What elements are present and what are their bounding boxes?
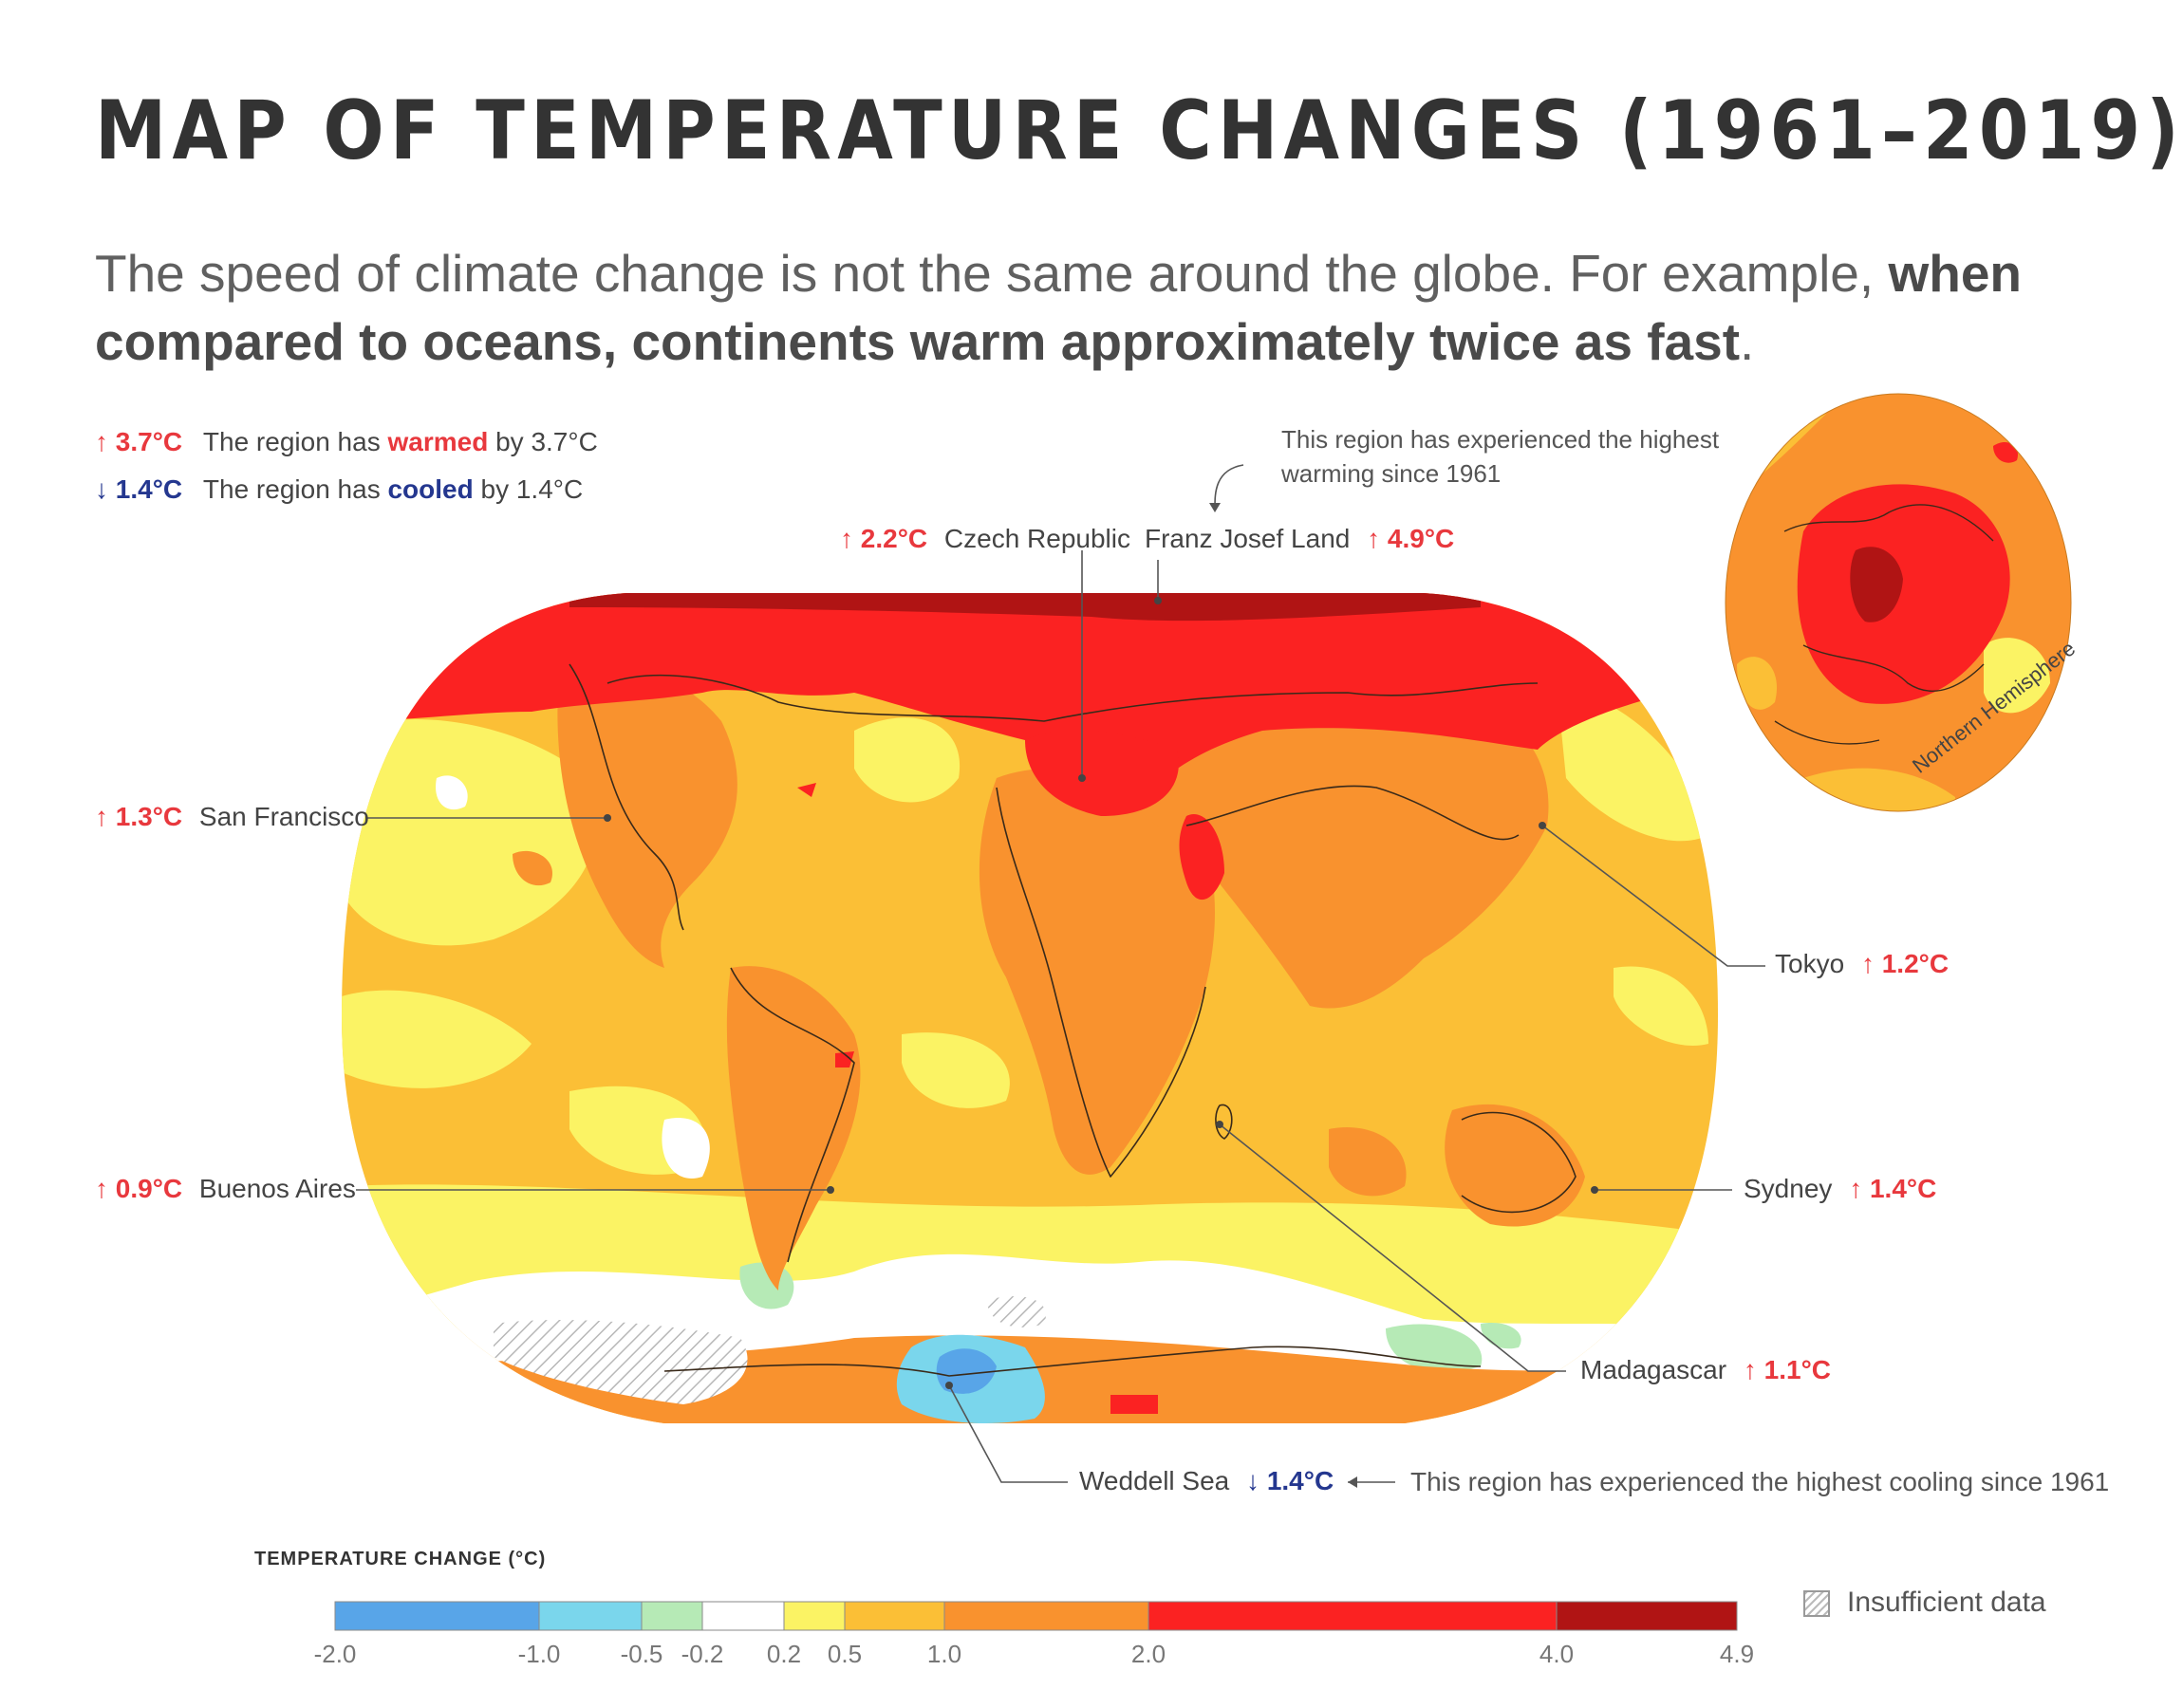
value-buenos-aires: ↑ 0.9°C xyxy=(95,1174,183,1203)
legend-cool-word: cooled xyxy=(387,474,474,504)
scale-bin-3 xyxy=(701,1601,785,1631)
scale-tick-7: 2.0 xyxy=(1130,1640,1166,1668)
scale-tick-9: 4.9 xyxy=(1719,1640,1755,1668)
location-dots xyxy=(604,597,1598,1389)
scale-bin-8 xyxy=(1556,1601,1738,1631)
value-san-francisco: ↑ 1.3°C xyxy=(95,802,183,831)
subtitle-end: . xyxy=(1740,312,1755,371)
northern-hemisphere-globe xyxy=(1726,394,2071,811)
leader-arrowheads xyxy=(1209,503,1357,1488)
legend-cool-text: The region has xyxy=(202,474,388,504)
note-highest-cooling: This region has experienced the highest … xyxy=(1410,1467,2110,1496)
globe-outline xyxy=(1725,393,2072,812)
value-franz-josef-land: ↑ 4.9°C xyxy=(1367,524,1455,553)
scale-bin-5 xyxy=(844,1601,945,1631)
name-san-francisco: San Francisco xyxy=(198,802,369,831)
subtitle: The speed of climate change is not the s… xyxy=(95,239,2107,376)
scale-bin-0 xyxy=(334,1601,540,1631)
scale-tick-3: -0.2 xyxy=(681,1640,724,1668)
insufficient-data-legend: Insufficient data xyxy=(1803,1587,2046,1619)
legend-warm-text: The region has xyxy=(202,427,388,456)
note-highest-warming: This region has experienced the highest … xyxy=(1281,425,1720,488)
scale-tick-0: -2.0 xyxy=(313,1640,357,1668)
scale-bin-4 xyxy=(783,1601,846,1631)
scale-bin-2 xyxy=(641,1601,703,1631)
label-san-francisco: ↑ 1.3°C San Francisco xyxy=(95,802,369,832)
value-weddell-sea: ↓ 1.4°C xyxy=(1246,1466,1334,1495)
legend-cool-value: ↓ 1.4°C xyxy=(95,474,183,504)
subtitle-emphasis: when compared to oceans, continents warm… xyxy=(95,244,2023,371)
label-buenos-aires: ↑ 0.9°C Buenos Aires xyxy=(95,1174,356,1204)
legend-warm: ↑ 3.7°C The region has warmed by 3.7°C xyxy=(95,427,598,457)
label-franz-josef-land: Franz Josef Land ↑ 4.9°C xyxy=(1145,524,1454,554)
legend-cool: ↓ 1.4°C The region has cooled by 1.4°C xyxy=(95,474,583,505)
name-czech-republic: Czech Republic xyxy=(943,524,1131,553)
name-sydney: Sydney xyxy=(1744,1174,1833,1203)
scale-tick-6: 1.0 xyxy=(926,1640,962,1668)
label-tokyo: Tokyo ↑ 1.2°C xyxy=(1775,949,1949,979)
name-weddell-sea: Weddell Sea xyxy=(1079,1466,1230,1495)
scale-bin-1 xyxy=(538,1601,643,1631)
name-madagascar: Madagascar xyxy=(1580,1355,1727,1384)
label-madagascar: Madagascar ↑ 1.1°C xyxy=(1580,1355,1831,1385)
label-sydney: Sydney ↑ 1.4°C xyxy=(1744,1174,1936,1204)
scale-title: TEMPERATURE CHANGE (°C) xyxy=(254,1549,547,1569)
page-title: MAP OF TEMPERATURE CHANGES (1961–2019) xyxy=(95,84,2183,178)
hatch-swatch-icon xyxy=(1803,1590,1830,1618)
scale-tick-labels: -2.0 -1.0 -0.5 -0.2 0.2 0.5 1.0 2.0 4.0 4.9 xyxy=(0,1640,2183,1678)
color-scale-bar xyxy=(334,1601,1738,1631)
scale-bin-6 xyxy=(943,1601,1149,1631)
legend-warm-value: ↑ 3.7°C xyxy=(95,427,183,456)
scale-tick-5: 0.5 xyxy=(827,1640,863,1668)
label-weddell-sea: Weddell Sea ↓ 1.4°C xyxy=(1079,1466,1334,1496)
name-franz-josef-land: Franz Josef Land xyxy=(1145,524,1351,553)
insufficient-data-label: Insufficient data xyxy=(1847,1587,2046,1618)
subtitle-intro: The speed of climate change is not the s… xyxy=(95,244,1889,303)
value-sydney: ↑ 1.4°C xyxy=(1849,1174,1937,1203)
scale-tick-1: -1.0 xyxy=(517,1640,561,1668)
value-madagascar: ↑ 1.1°C xyxy=(1743,1355,1831,1384)
world-map xyxy=(342,593,1718,1423)
name-buenos-aires: Buenos Aires xyxy=(198,1174,356,1203)
legend-cool-tail: by 1.4°C xyxy=(473,474,584,504)
value-tokyo: ↑ 1.2°C xyxy=(1860,949,1950,978)
legend-warm-tail: by 3.7°C xyxy=(488,427,598,456)
label-czech-republic: ↑ 2.2°C Czech Republic xyxy=(840,524,1130,554)
legend-warm-word: warmed xyxy=(387,427,489,456)
name-tokyo: Tokyo xyxy=(1775,949,1845,978)
scale-tick-8: 4.0 xyxy=(1539,1640,1575,1668)
scale-bin-7 xyxy=(1147,1601,1558,1631)
value-czech-republic: ↑ 2.2°C xyxy=(840,524,928,553)
scale-tick-2: -0.5 xyxy=(620,1640,663,1668)
scale-tick-4: 0.2 xyxy=(766,1640,802,1668)
leader-lines xyxy=(356,464,1765,1483)
